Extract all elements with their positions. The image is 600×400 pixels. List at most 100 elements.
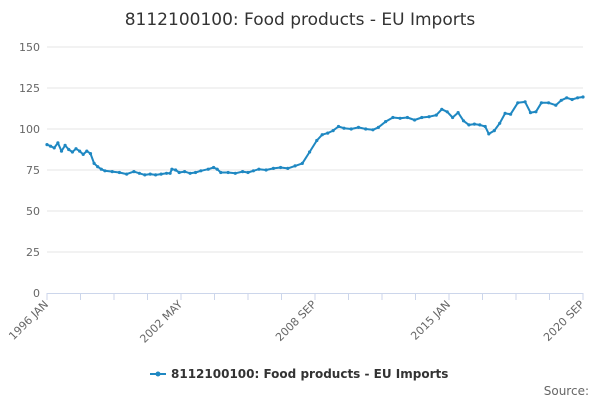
- data-point[interactable]: [110, 170, 114, 174]
- data-point[interactable]: [226, 170, 230, 175]
- data-point[interactable]: [159, 172, 163, 176]
- data-point[interactable]: [427, 115, 431, 119]
- data-point[interactable]: [279, 165, 283, 170]
- data-point[interactable]: [85, 149, 89, 153]
- data-point[interactable]: [233, 171, 237, 175]
- data-point[interactable]: [168, 171, 172, 175]
- data-point[interactable]: [413, 118, 417, 122]
- data-point[interactable]: [257, 167, 261, 171]
- data-point[interactable]: [498, 121, 502, 125]
- data-point[interactable]: [206, 167, 210, 171]
- data-point[interactable]: [456, 111, 460, 115]
- data-point[interactable]: [215, 167, 219, 171]
- data-point[interactable]: [440, 107, 444, 111]
- data-point[interactable]: [70, 150, 74, 154]
- data-point[interactable]: [52, 146, 56, 150]
- data-point[interactable]: [212, 165, 216, 170]
- data-point[interactable]: [492, 129, 496, 133]
- credits-source[interactable]: Source:: [544, 384, 589, 398]
- data-point[interactable]: [420, 115, 424, 120]
- data-point[interactable]: [59, 149, 64, 153]
- series-line[interactable]: [46, 96, 584, 176]
- data-point[interactable]: [286, 166, 290, 170]
- data-point[interactable]: [445, 110, 449, 114]
- data-point[interactable]: [251, 169, 255, 173]
- data-point[interactable]: [503, 111, 507, 115]
- data-point[interactable]: [132, 170, 136, 174]
- data-point[interactable]: [199, 169, 203, 173]
- data-point[interactable]: [434, 113, 438, 117]
- data-point[interactable]: [472, 122, 476, 126]
- data-point[interactable]: [554, 103, 558, 107]
- data-point[interactable]: [371, 128, 375, 132]
- data-point[interactable]: [565, 96, 569, 100]
- data-point[interactable]: [154, 173, 158, 177]
- data-point[interactable]: [547, 101, 551, 105]
- data-point[interactable]: [74, 147, 78, 151]
- data-point[interactable]: [183, 170, 187, 174]
- data-point[interactable]: [177, 170, 181, 175]
- data-point[interactable]: [271, 166, 275, 170]
- data-point[interactable]: [45, 143, 49, 147]
- data-point[interactable]: [67, 147, 71, 152]
- data-point[interactable]: [315, 138, 319, 143]
- data-point[interactable]: [293, 164, 297, 168]
- data-point[interactable]: [451, 115, 455, 120]
- data-point[interactable]: [331, 129, 335, 133]
- legend-item-label[interactable]: 8112100100: Food products - EU Imports: [171, 367, 448, 381]
- data-point[interactable]: [117, 170, 121, 175]
- data-point[interactable]: [349, 127, 353, 131]
- data-point[interactable]: [49, 144, 53, 148]
- data-point[interactable]: [405, 115, 409, 120]
- data-point[interactable]: [148, 172, 152, 176]
- data-point[interactable]: [461, 119, 466, 123]
- data-point[interactable]: [523, 100, 527, 104]
- data-point[interactable]: [99, 167, 103, 171]
- data-point[interactable]: [92, 161, 96, 165]
- data-point[interactable]: [193, 170, 198, 175]
- data-point[interactable]: [528, 111, 533, 115]
- data-point[interactable]: [342, 126, 346, 130]
- data-point[interactable]: [570, 97, 574, 102]
- data-point[interactable]: [483, 124, 487, 129]
- data-point[interactable]: [539, 101, 544, 105]
- data-point[interactable]: [88, 152, 93, 156]
- data-point[interactable]: [384, 120, 388, 124]
- data-point[interactable]: [320, 133, 324, 137]
- data-point[interactable]: [246, 170, 250, 175]
- data-point[interactable]: [487, 132, 491, 136]
- data-point[interactable]: [559, 98, 563, 102]
- data-point[interactable]: [96, 165, 100, 169]
- data-point[interactable]: [174, 168, 178, 172]
- legend[interactable]: 8112100100: Food products - EU Imports: [150, 367, 448, 381]
- data-point[interactable]: [308, 150, 312, 154]
- data-point[interactable]: [478, 123, 482, 127]
- data-point[interactable]: [391, 115, 395, 120]
- data-point[interactable]: [516, 101, 520, 105]
- data-point[interactable]: [188, 171, 192, 175]
- data-point[interactable]: [78, 149, 82, 153]
- data-point[interactable]: [336, 124, 341, 129]
- data-point[interactable]: [137, 171, 141, 175]
- data-point[interactable]: [56, 141, 60, 145]
- data-point[interactable]: [398, 116, 402, 120]
- data-point[interactable]: [164, 171, 169, 175]
- data-point[interactable]: [326, 131, 330, 135]
- data-point[interactable]: [376, 125, 380, 129]
- data-point[interactable]: [509, 112, 513, 116]
- data-point[interactable]: [103, 169, 107, 173]
- data-point[interactable]: [581, 95, 585, 99]
- data-point[interactable]: [264, 168, 268, 172]
- data-point[interactable]: [63, 143, 67, 147]
- data-point[interactable]: [81, 152, 85, 156]
- data-point[interactable]: [241, 170, 245, 174]
- data-point[interactable]: [364, 127, 368, 131]
- data-point[interactable]: [576, 96, 580, 100]
- data-point[interactable]: [143, 173, 147, 177]
- data-point[interactable]: [219, 170, 223, 175]
- data-point[interactable]: [534, 110, 538, 114]
- data-point[interactable]: [300, 161, 304, 165]
- data-point[interactable]: [356, 125, 361, 129]
- data-point[interactable]: [125, 172, 129, 176]
- data-point[interactable]: [467, 123, 471, 127]
